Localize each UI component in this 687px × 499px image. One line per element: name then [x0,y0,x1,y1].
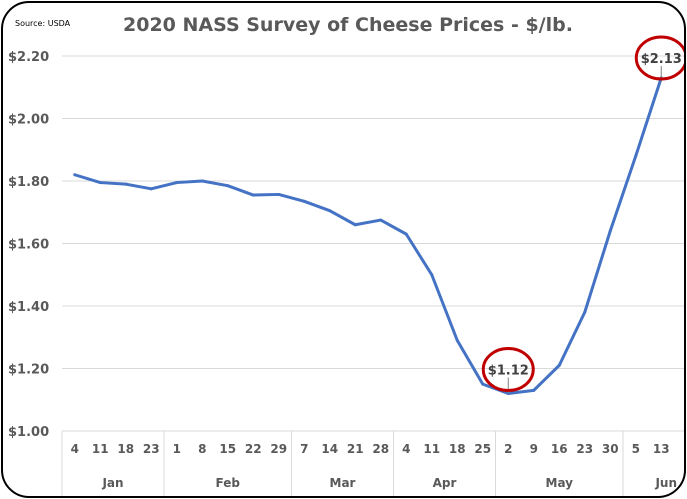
x-tick-label: 21 [347,442,364,456]
annotation-label: $1.12 [488,364,529,379]
data-point [455,338,459,342]
y-tick-label: $1.60 [8,238,49,253]
x-tick-label: 23 [576,442,593,456]
data-point [430,273,434,277]
data-point [226,184,230,188]
x-tick-label: 5 [632,442,640,456]
line-chart: Source: USDA 2020 NASS Survey of Cheese … [8,14,684,496]
month-label: Mar [330,476,356,490]
data-point [557,363,561,367]
month-label: May [546,476,574,490]
x-tick-label: 25 [474,442,491,456]
x-tick-label: 7 [300,442,308,456]
data-point [73,173,77,177]
data-point [583,310,587,314]
month-label: Feb [216,476,241,490]
x-tick-label: 13 [653,442,670,456]
data-point [251,193,255,197]
data-point [175,181,179,185]
x-tick-label: 11 [92,442,109,456]
annotation-circle [481,347,535,392]
annotation-label: $2.13 [641,52,682,67]
data-point [481,382,485,386]
data-point [200,179,204,183]
data-point [328,209,332,213]
chart-title: 2020 NASS Survey of Cheese Prices - $/lb… [123,14,573,36]
y-tick-label: $1.00 [8,425,49,440]
x-tick-label: 2 [504,442,512,456]
month-label: Apr [433,476,457,490]
data-point [277,192,281,196]
x-tick-label: 1 [173,442,181,456]
annotation-circle [634,35,684,81]
data-point [124,182,128,186]
x-tick-label: 22 [245,442,262,456]
data-point [634,154,638,158]
x-tick-label: 4 [402,442,410,456]
x-tick-label: 11 [423,442,440,456]
x-tick-label: 9 [530,442,538,456]
source-note: Source: USDA [15,19,71,28]
x-tick-label: 18 [117,442,134,456]
data-point [532,388,536,392]
price-series-line [74,77,663,395]
x-tick-label: 18 [449,442,466,456]
x-tick-label: 30 [602,442,619,456]
data-point [353,223,357,227]
x-tick-label: 28 [372,442,389,456]
x-tick-label: 16 [551,442,568,456]
x-tick-label: 29 [270,442,287,456]
y-tick-label: $1.80 [8,175,49,190]
x-tick-label: 23 [143,442,160,456]
y-tick-label: $1.20 [8,363,49,378]
data-point [98,181,102,185]
data-point [379,218,383,222]
data-point [149,187,153,191]
data-point [608,229,612,233]
y-tick-label: $1.40 [8,300,49,315]
y-tick-label: $2.00 [8,113,49,128]
month-label: Jun [654,476,677,490]
x-tick-label: 15 [219,442,236,456]
x-tick-label: 4 [71,442,79,456]
data-point [404,232,408,236]
y-tick-label: $2.20 [8,50,49,65]
month-label: Jan [101,476,123,490]
x-tick-label: 8 [198,442,206,456]
data-point [302,199,306,203]
x-tick-label: 14 [321,442,338,456]
